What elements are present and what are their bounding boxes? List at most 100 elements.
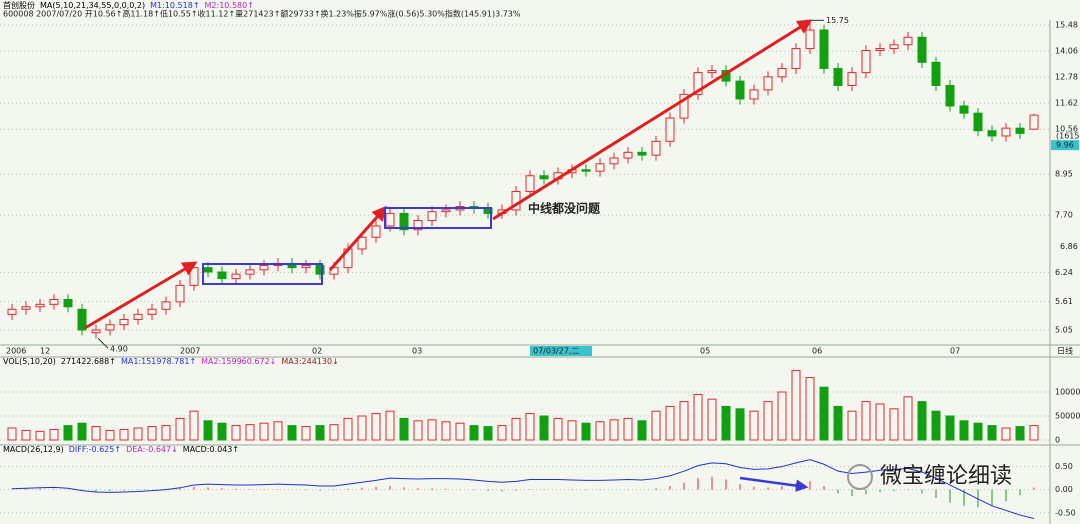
candle-body <box>1015 127 1025 134</box>
diff-line <box>11 459 1035 520</box>
volume-bar <box>763 401 773 441</box>
trend-arrow <box>84 261 198 330</box>
y-tick-label: 10.56 <box>1055 125 1078 134</box>
volume-bar <box>91 426 101 441</box>
date-cursor-label: 07/03/27,二 <box>533 347 579 356</box>
y-tick-label: 0.50 <box>1055 462 1073 471</box>
volume-bar <box>1001 427 1011 441</box>
candle-body <box>245 269 255 275</box>
volume-bar <box>189 410 199 441</box>
candle-body <box>791 48 801 69</box>
high-label: 15.75 <box>826 16 849 25</box>
volume-bar <box>259 422 269 441</box>
candle-body <box>847 72 857 86</box>
cursor-box <box>1051 140 1079 151</box>
candle-body <box>161 301 171 310</box>
candle-body <box>189 267 199 286</box>
legend-item: DIFF:-0.625↑ <box>69 445 121 454</box>
candle-body <box>665 117 675 142</box>
reference-price: 6.86 <box>1060 242 1078 251</box>
candle-body <box>217 271 227 280</box>
volume-bar <box>889 408 899 441</box>
volume-bar <box>679 401 689 441</box>
extreme-pointer <box>97 337 109 349</box>
volume-bar <box>497 425 507 441</box>
watermark-icon <box>847 464 873 490</box>
candle-body <box>861 49 871 74</box>
volume-bar <box>553 417 563 441</box>
volume-bar <box>861 401 871 441</box>
date-label: 06 <box>812 347 822 356</box>
candle-body <box>735 80 745 100</box>
date-label: 2006 <box>6 347 26 356</box>
volume-bar <box>651 410 661 441</box>
candle-body <box>805 29 815 50</box>
volume-bar <box>49 428 59 441</box>
volume-bar <box>245 424 255 441</box>
volume-bar <box>35 430 45 441</box>
volume-bar <box>469 425 479 441</box>
volume-bar <box>133 427 143 441</box>
volume-bar <box>343 417 353 441</box>
volume-bar <box>693 393 703 441</box>
candle-body <box>315 265 325 275</box>
volume-bar <box>945 415 955 441</box>
legend-item: MA1:151978.781↑ <box>121 357 196 366</box>
legend-item: MA2:159960.672↓ <box>201 357 276 366</box>
candle-body <box>371 225 381 238</box>
marks: 15.48 14.06 12.78 11.62 10.56 8.95 7.70 6.24 5.6… <box>0 16 1080 520</box>
cursor-label: (1615) <box>1056 132 1080 141</box>
candle-body <box>763 76 773 91</box>
date-label: 2007 <box>180 347 200 356</box>
cursor-price: 9.96 <box>1056 141 1074 150</box>
volume-bar <box>875 403 885 441</box>
volume-bar <box>427 419 437 441</box>
candle-body <box>301 265 311 269</box>
candle-body <box>399 212 409 231</box>
legend-item: MA3:244130↓ <box>281 357 338 366</box>
volume-bar <box>231 425 241 441</box>
volume-bar <box>539 415 549 441</box>
volume-bar <box>357 415 367 441</box>
volume-bar <box>959 420 969 441</box>
volume-bar <box>287 425 297 441</box>
volume-bar <box>483 426 493 441</box>
volume-bar <box>987 425 997 441</box>
volume-bar <box>147 426 157 441</box>
period-label: 日线 <box>1057 346 1073 356</box>
candle-body <box>91 329 101 334</box>
volume-bar <box>315 425 325 441</box>
legend-item: M1:10.518↑ <box>150 1 199 10</box>
legend-item: MACD(26,12,9) <box>3 445 64 454</box>
volume-bar <box>973 422 983 441</box>
candle-body <box>833 67 843 86</box>
volume-bar <box>707 398 717 441</box>
watermark: 微宝缠论细读 <box>880 464 1012 489</box>
macd-legend: MACD(26,12,9) DIFF:-0.625↑ DEA:-0.647↓ MACD… <box>3 445 239 454</box>
candle-body <box>21 306 31 310</box>
volume-bar <box>595 421 605 441</box>
volume-bar <box>399 417 409 441</box>
y-tick-label: 6.24 <box>1055 268 1073 277</box>
volume-bar <box>525 413 535 441</box>
volume-bar <box>455 422 465 441</box>
candle-body <box>637 151 647 156</box>
candle-body <box>1029 114 1039 130</box>
y-tick-label: 5.05 <box>1055 326 1073 335</box>
candle-body <box>595 163 605 172</box>
volume-bar <box>931 410 941 441</box>
volume-bar <box>819 386 829 441</box>
candle-body <box>231 273 241 280</box>
date-label: 12 <box>40 347 50 356</box>
candle-body <box>525 175 535 192</box>
volume-bar <box>903 396 913 441</box>
candle-body <box>875 48 885 51</box>
volume-bar <box>833 405 843 441</box>
candle-body <box>427 211 437 222</box>
date-label: 05 <box>700 347 710 356</box>
trend-arrow <box>492 19 813 221</box>
candle-body <box>119 318 129 326</box>
candle-body <box>693 72 703 95</box>
candle-body <box>413 220 423 231</box>
candle-body <box>1001 127 1011 137</box>
